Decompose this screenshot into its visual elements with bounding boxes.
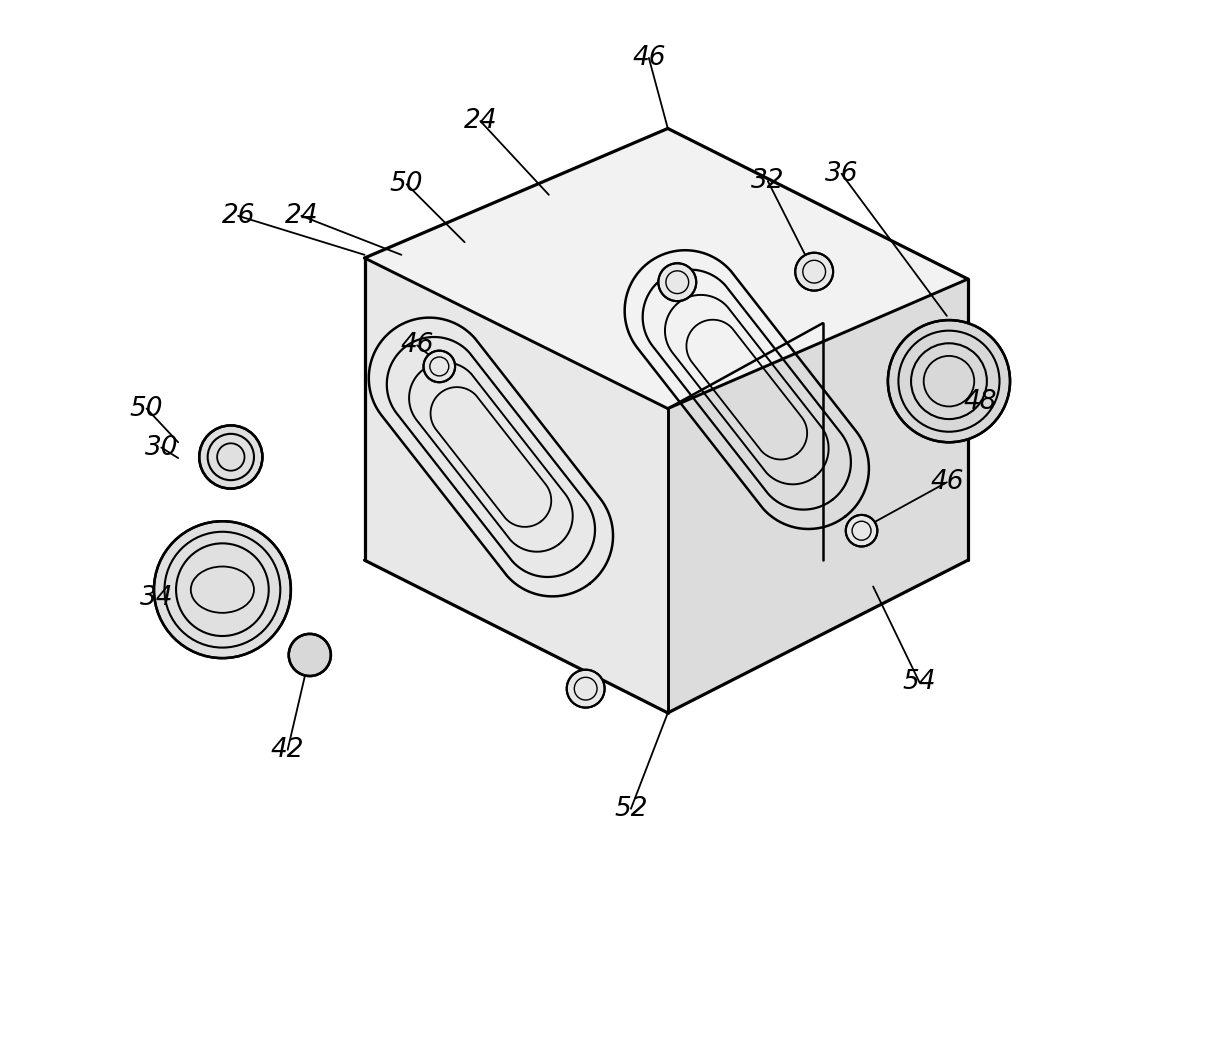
Polygon shape <box>668 279 968 713</box>
Text: 42: 42 <box>271 737 305 762</box>
Circle shape <box>659 263 696 301</box>
Text: 26: 26 <box>222 203 255 229</box>
Text: 36: 36 <box>825 161 858 186</box>
Text: 34: 34 <box>141 585 174 611</box>
Text: 48: 48 <box>963 390 998 415</box>
Circle shape <box>154 521 291 658</box>
Circle shape <box>846 515 878 547</box>
Text: 46: 46 <box>632 45 666 71</box>
Text: 52: 52 <box>614 796 647 821</box>
Circle shape <box>289 634 330 676</box>
Circle shape <box>567 670 605 708</box>
Text: 50: 50 <box>130 396 163 421</box>
Polygon shape <box>365 128 968 409</box>
Circle shape <box>200 425 262 489</box>
Circle shape <box>796 253 834 291</box>
Text: 24: 24 <box>285 203 318 229</box>
Circle shape <box>424 351 455 382</box>
Text: 30: 30 <box>144 435 177 460</box>
Text: 24: 24 <box>464 108 497 134</box>
Text: 54: 54 <box>903 670 936 695</box>
Text: 46: 46 <box>400 333 435 358</box>
Text: 50: 50 <box>390 172 424 197</box>
Text: 32: 32 <box>752 168 785 194</box>
Polygon shape <box>365 258 668 713</box>
Text: 46: 46 <box>930 470 963 495</box>
Circle shape <box>887 320 1010 442</box>
